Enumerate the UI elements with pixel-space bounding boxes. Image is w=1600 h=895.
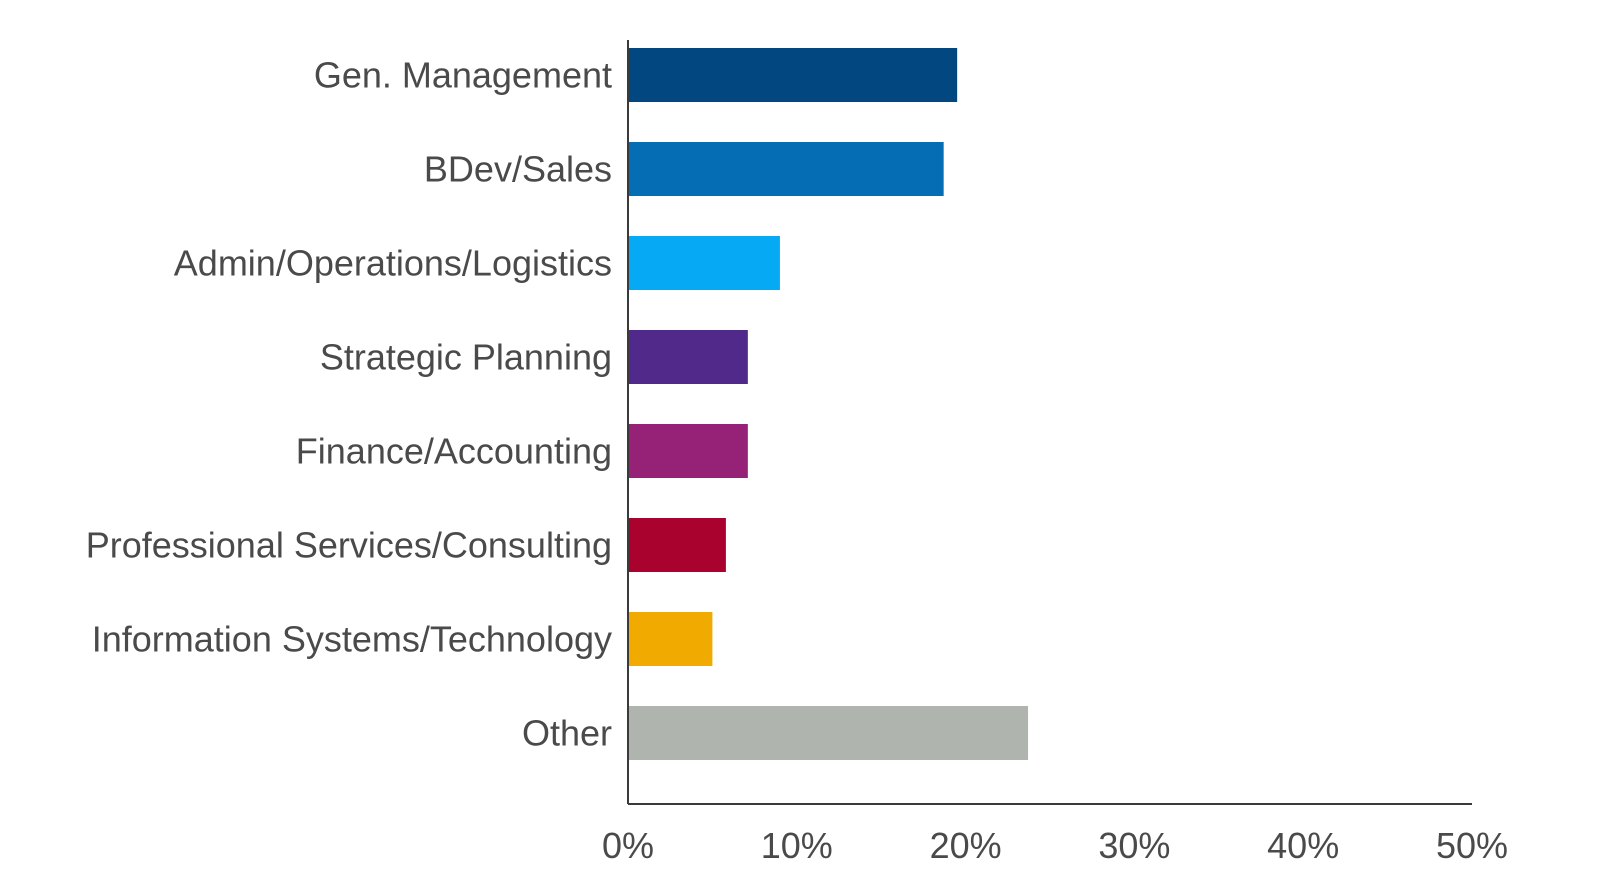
category-label-strategic-planning: Strategic Planning [320, 337, 612, 378]
bar-other [629, 706, 1029, 760]
category-label-professional-services-consulting: Professional Services/Consulting [86, 525, 612, 566]
x-tick-label-0: 0% [602, 825, 654, 866]
bar-gen-management [629, 48, 958, 102]
axes-layer [627, 40, 1472, 805]
x-tick-label-30: 30% [1098, 825, 1170, 866]
bar-admin-operations-logistics [629, 236, 780, 290]
x-tick-label-10: 10% [761, 825, 833, 866]
bar-professional-services-consulting [629, 518, 726, 572]
category-label-gen-management: Gen. Management [314, 55, 612, 96]
category-label-information-systems-technology: Information Systems/Technology [92, 619, 612, 660]
category-labels-layer: Gen. Management BDev/Sales Admin/Operation… [86, 55, 612, 754]
bars-layer [629, 48, 1029, 760]
bar-finance-accounting [629, 424, 748, 478]
category-label-admin-operations-logistics: Admin/Operations/Logistics [174, 243, 612, 284]
category-label-bdev-sales: BDev/Sales [424, 149, 612, 190]
tick-labels-layer: 0% 10% 20% 30% 40% 50% [602, 825, 1508, 866]
x-tick-label-20: 20% [930, 825, 1002, 866]
x-tick-label-50: 50% [1436, 825, 1508, 866]
bar-information-systems-technology [629, 612, 713, 666]
category-label-finance-accounting: Finance/Accounting [296, 431, 612, 472]
category-label-other: Other [522, 713, 612, 754]
bar-strategic-planning [629, 330, 748, 384]
bar-bdev-sales [629, 142, 944, 196]
x-tick-label-40: 40% [1267, 825, 1339, 866]
